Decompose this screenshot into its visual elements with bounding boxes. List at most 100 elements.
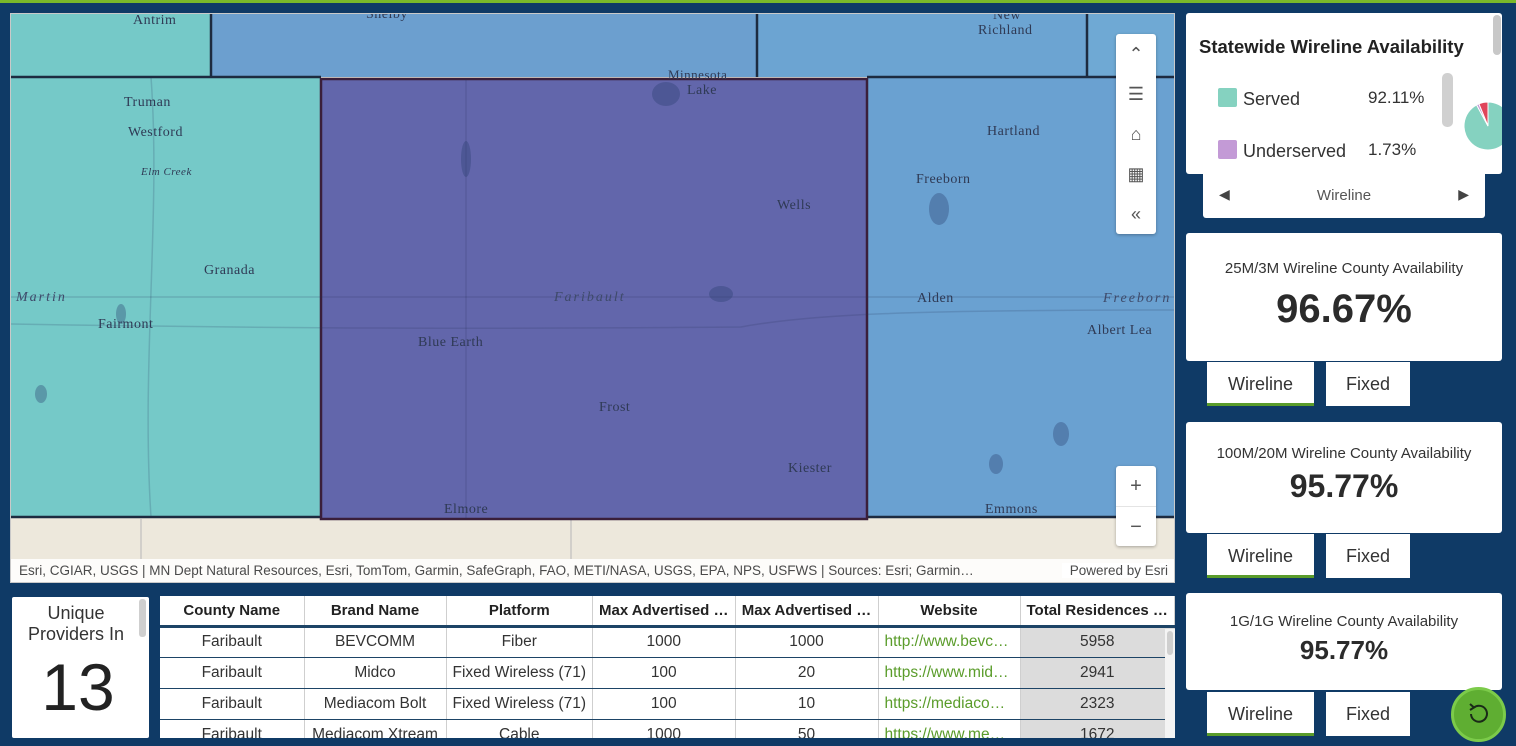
table-row[interactable]: Faribault Midco Fixed Wireless (71) 100 … [160, 657, 1175, 689]
place-label: Faribault [554, 290, 626, 305]
table-row[interactable]: Faribault Mediacom Xtream Cable 1000 50 … [160, 719, 1175, 738]
basemap-gallery-icon[interactable]: ▦ [1127, 164, 1145, 184]
place-label: Truman [124, 95, 171, 110]
table-cell: Fixed Wireless (71) [446, 657, 593, 689]
place-label: Emmons [985, 502, 1038, 517]
place-label: Granada [204, 263, 255, 278]
table-cell: 1672 [1020, 719, 1175, 738]
refresh-icon[interactable] [1451, 687, 1506, 742]
table-cell: 5958 [1020, 626, 1175, 658]
place-label: Frost [599, 400, 631, 415]
legend-scrollbar[interactable] [1442, 73, 1453, 127]
place-label: Lake [687, 83, 717, 98]
statewide-pie-chart[interactable] [1462, 100, 1502, 152]
table-scrollbar[interactable] [1165, 629, 1175, 738]
prev-arrow-icon[interactable]: ◀ [1219, 186, 1230, 202]
column-header[interactable]: Max Advertised … [735, 596, 879, 628]
table-cell: 100 [592, 657, 736, 689]
tab-fixed[interactable]: Fixed [1326, 692, 1410, 736]
top-accent-bar [0, 0, 1516, 3]
served-value: 92.11% [1368, 88, 1425, 107]
table-cell: 10 [735, 688, 879, 720]
table-row[interactable]: Faribault Mediacom Bolt Fixed Wireless (… [160, 688, 1175, 720]
place-label: Elm Creek [141, 166, 192, 178]
table-header-row: County Name Brand Name Platform Max Adve… [160, 596, 1175, 628]
map-toolbar: ⌃ ☰ ⌂ ▦ « [1116, 34, 1156, 234]
legend-list-icon[interactable]: ☰ [1127, 84, 1145, 104]
card-value: 95.77% [1299, 635, 1389, 665]
home-icon[interactable]: ⌂ [1130, 124, 1142, 144]
place-label: Martin [16, 290, 67, 305]
place-label: Westford [128, 125, 183, 140]
place-label: Kiester [788, 461, 832, 476]
column-header[interactable]: County Name [160, 596, 305, 628]
unique-providers-card: Unique Providers In 13 [12, 597, 149, 738]
tab-fixed[interactable]: Fixed [1326, 362, 1410, 406]
served-label: Served [1243, 89, 1301, 109]
table-scroll-thumb[interactable] [1167, 631, 1173, 655]
map-layers [11, 14, 1174, 559]
county-martin-area[interactable] [11, 77, 321, 517]
place-label: Richland [978, 23, 1033, 38]
table-row[interactable]: Faribault BEVCOMM Fiber 1000 1000 http:/… [160, 626, 1175, 658]
website-link[interactable]: https://mediaco… [878, 688, 1021, 720]
place-label: Hartland [987, 124, 1040, 139]
county-top-area[interactable] [211, 14, 757, 77]
website-link[interactable]: https://www.mid… [878, 657, 1021, 689]
table-cell: Faribault [160, 626, 305, 658]
column-header[interactable]: Platform [446, 596, 593, 628]
zoom-in-button[interactable]: + [1130, 475, 1142, 497]
place-label: Minnesota [668, 67, 728, 82]
map-view[interactable]: Antrim Shelby New Richland Minnesota Lak… [10, 13, 1175, 583]
pie-slice[interactable] [1478, 101, 1489, 127]
zoom-control: + − [1116, 466, 1156, 546]
tab-wireline[interactable]: Wireline [1207, 362, 1314, 406]
providers-table: County Name Brand Name Platform Max Adve… [160, 596, 1175, 738]
place-label: Albert Lea [1087, 323, 1153, 338]
zoom-out-button[interactable]: − [1116, 506, 1156, 546]
table-cell: 2323 [1020, 688, 1175, 720]
table-cell: Midco [304, 657, 447, 689]
card-100m-20m: 100M/20M Wireline County Availability 95… [1186, 422, 1502, 533]
table-cell: Faribault [160, 688, 305, 720]
tab-wireline[interactable]: Wireline [1207, 534, 1314, 578]
expand-left-icon[interactable]: « [1130, 204, 1141, 224]
powered-by-esri[interactable]: Powered by Esri [1061, 563, 1168, 578]
card-title: 25M/3M Wireline County Availability [1224, 260, 1464, 277]
place-label: Freeborn [1103, 291, 1172, 306]
collapse-icon[interactable]: ⌃ [1128, 44, 1144, 64]
table-cell: Faribault [160, 657, 305, 689]
column-header[interactable]: Website [878, 596, 1021, 628]
place-label: Blue Earth [418, 335, 484, 350]
pie-slice[interactable] [1463, 101, 1502, 151]
table-cell: 1000 [592, 626, 736, 658]
county-antrim-area[interactable] [11, 14, 211, 77]
table-cell: 1000 [592, 719, 736, 738]
column-header[interactable]: Total Residences … [1020, 596, 1175, 628]
attribution-text: Esri, CGIAR, USGS | MN Dept Natural Reso… [19, 563, 974, 578]
website-link[interactable]: http://www.bevc… [878, 626, 1021, 658]
place-label: Shelby [366, 13, 408, 22]
table-cell: Mediacom Xtream [304, 719, 447, 738]
table-cell: Faribault [160, 719, 305, 738]
providers-count: 13 [41, 650, 115, 724]
next-arrow-icon[interactable]: ▶ [1458, 186, 1469, 202]
place-label: Fairmont [98, 317, 154, 332]
column-header[interactable]: Brand Name [304, 596, 447, 628]
underserved-value: 1.73% [1368, 140, 1417, 159]
card-25m-3m: 25M/3M Wireline County Availability 96.6… [1186, 233, 1502, 361]
website-link[interactable]: https://www.me… [878, 719, 1021, 738]
map-attribution: Esri, CGIAR, USGS | MN Dept Natural Reso… [11, 559, 1174, 582]
place-label: Elmore [444, 502, 489, 517]
providers-scrollbar[interactable] [139, 599, 146, 637]
column-header[interactable]: Max Advertised … [592, 596, 736, 628]
county-richland-area[interactable] [757, 14, 1087, 77]
county-faribault-area[interactable] [321, 79, 867, 519]
panel-scrollbar[interactable] [1493, 15, 1501, 55]
underserved-swatch [1218, 140, 1237, 159]
statewide-availability-card: Statewide Wireline Availability Served 9… [1186, 13, 1502, 174]
legend-served: Served 92.11% [1218, 88, 1424, 110]
place-label: Antrim [133, 13, 177, 28]
tab-wireline[interactable]: Wireline [1207, 692, 1314, 736]
tab-fixed[interactable]: Fixed [1326, 534, 1410, 578]
